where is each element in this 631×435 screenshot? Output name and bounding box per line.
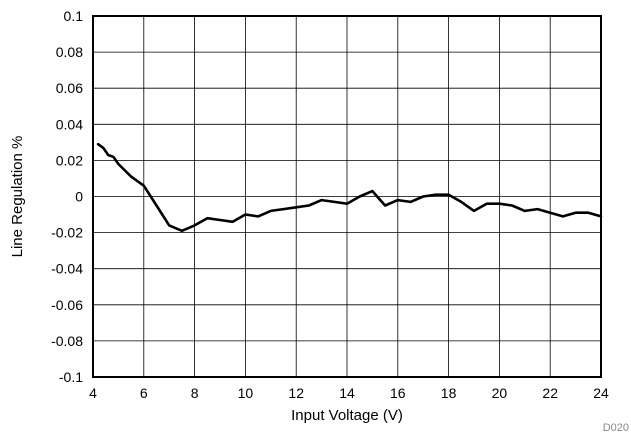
y-tick-label: 0.06 (56, 80, 83, 96)
x-tick-label: 16 (390, 385, 406, 401)
y-tick-label: -0.08 (51, 333, 83, 349)
figure-id: D020 (603, 422, 629, 434)
y-tick-label: -0.06 (51, 297, 83, 313)
x-tick-label: 6 (140, 385, 148, 401)
y-axis-title: Line Regulation % (9, 136, 26, 258)
y-tick-label: 0.08 (56, 44, 83, 60)
y-tick-label: 0.04 (56, 116, 83, 132)
plot-frame (92, 15, 602, 378)
y-tick-label: 0.1 (64, 8, 84, 24)
series-layer (96, 142, 603, 233)
x-tick-labels: 4 6 8 10 12 14 16 18 20 22 24 (89, 385, 609, 401)
x-tick-label: 20 (492, 385, 508, 401)
y-tick-label: 0 (75, 189, 83, 205)
x-tick-label: 24 (593, 385, 609, 401)
y-tick-label: 0.02 (56, 152, 83, 168)
x-tick-label: 22 (542, 385, 558, 401)
x-tick-label: 4 (89, 385, 97, 401)
y-tick-label: -0.02 (51, 225, 83, 241)
y-tick-label: -0.1 (59, 369, 83, 385)
x-tick-label: 14 (339, 385, 355, 401)
grid-lines (92, 15, 602, 378)
series-line (96, 142, 603, 233)
x-axis-title: Input Voltage (V) (291, 407, 403, 424)
y-tick-label: -0.04 (51, 261, 83, 277)
x-tick-label: 8 (191, 385, 199, 401)
x-tick-label: 12 (288, 385, 304, 401)
x-tick-label: 10 (238, 385, 254, 401)
y-tick-labels: 0.1 0.08 0.06 0.04 0.02 0 -0.02 -0.04 -0.06 -0.08… (51, 8, 83, 385)
x-tick-label: 18 (441, 385, 457, 401)
